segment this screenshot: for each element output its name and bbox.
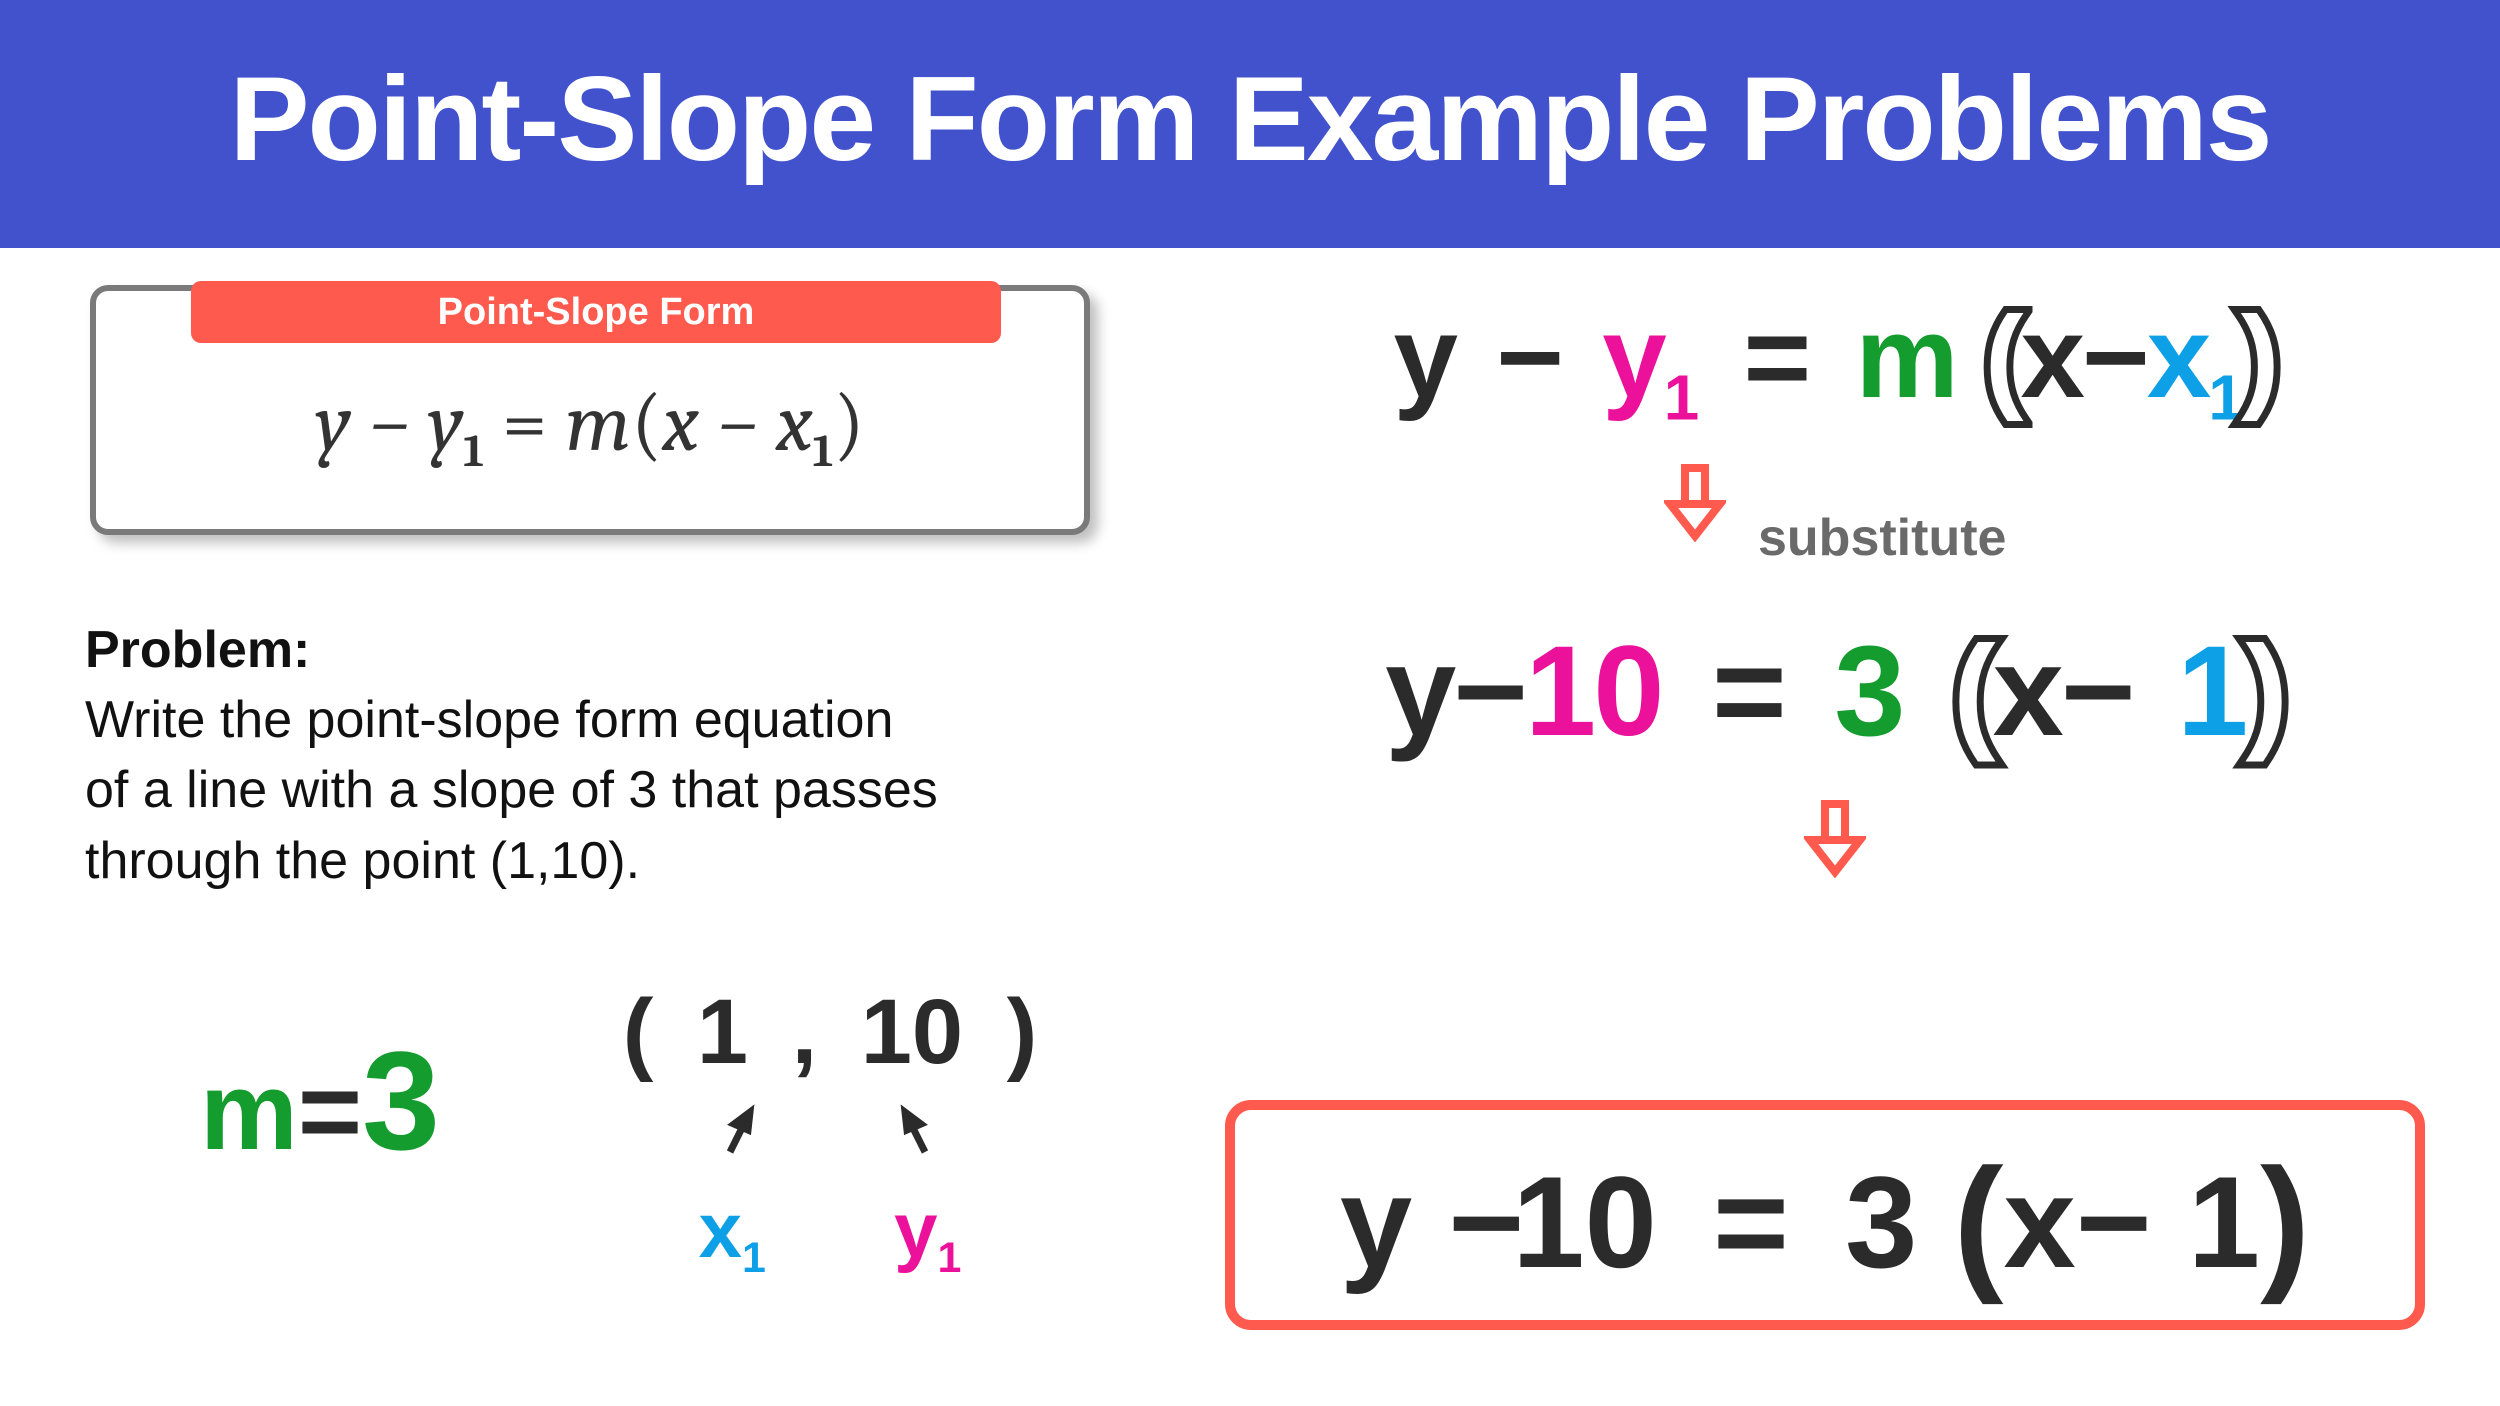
- known-eq: =: [298, 1050, 362, 1173]
- formula-minus: −: [369, 376, 428, 471]
- problem-text: Problem: Write the point-slope form equa…: [85, 615, 1165, 896]
- point-rp: ): [1007, 981, 1038, 1083]
- r1-minus: −: [1484, 292, 1573, 422]
- ans-one: 1: [2188, 1149, 2260, 1295]
- point-arrows: [615, 1079, 1045, 1184]
- ans-ten: 10: [1512, 1149, 1657, 1295]
- r1-lp: (: [1985, 290, 2021, 424]
- formula-lp: (: [631, 376, 662, 471]
- known-slope: m=3: [200, 1020, 440, 1182]
- known-m-value: 3: [362, 1022, 440, 1179]
- point-x: 1: [679, 981, 766, 1083]
- r1-rp: ): [2241, 290, 2277, 424]
- r1-y: y: [1394, 292, 1456, 422]
- known-m-label: m: [200, 1050, 298, 1173]
- problem-label: Problem:: [85, 621, 310, 679]
- point-lp: (: [623, 981, 654, 1083]
- formula-tab: Point-Slope Form: [191, 281, 1001, 343]
- formula-equation: y − y1 = m(x − x1): [96, 376, 1084, 478]
- formula-m: m: [565, 376, 631, 471]
- point-y: 10: [843, 981, 981, 1083]
- r2-minus: −: [1453, 620, 1525, 763]
- ans-y: y: [1340, 1149, 1412, 1295]
- r2-y: y: [1385, 620, 1453, 763]
- derivation-row1: y − y1 = m (x−x1): [1220, 290, 2450, 434]
- label-x1: x1: [647, 1185, 817, 1283]
- r1-x: x: [2021, 292, 2083, 422]
- formula-box: Point-Slope Form y − y1 = m(x − x1): [90, 285, 1090, 535]
- ans-eq: =: [1693, 1149, 1809, 1295]
- label-y1: y1: [843, 1185, 1013, 1283]
- substitute-label: substitute: [1758, 508, 2006, 568]
- page-header: Point-Slope Form Example Problems: [0, 0, 2500, 248]
- derivation: y − y1 = m (x−x1) substitute y−10 =: [1220, 290, 2450, 883]
- r2-eq: =: [1694, 620, 1802, 763]
- ans-three: 3: [1845, 1149, 1917, 1295]
- point-arrows-svg: [615, 1102, 1045, 1162]
- r1-y1: y1: [1602, 292, 1696, 422]
- problem-line1: Write the point-slope form equation: [85, 691, 893, 749]
- r1-m: m: [1856, 292, 1956, 422]
- known-point: ( 1 , 10 ) x1 y1: [615, 980, 1045, 1283]
- r1-x1: x1: [2147, 292, 2241, 422]
- r2-minus2: −: [2061, 620, 2133, 763]
- point-tuple: ( 1 , 10 ): [615, 980, 1045, 1085]
- point-comma: ,: [792, 981, 818, 1083]
- problem-line2: of a line with a slope of 3 that passes: [85, 761, 938, 819]
- formula-y: y: [315, 376, 350, 471]
- r2-x: x: [1993, 620, 2061, 763]
- arrow-substitute: substitute: [1220, 464, 2450, 568]
- derivation-row2: y−10 = 3 (x− 1): [1220, 618, 2450, 765]
- ans-minus2: −: [2076, 1149, 2152, 1295]
- r2-rp: ): [2245, 618, 2285, 765]
- arrow-2: [1220, 800, 2450, 883]
- page-root: Point-Slope Form Example Problems Point-…: [0, 0, 2500, 1406]
- formula-x1: x1: [776, 376, 833, 471]
- point-sublabels: x1 y1: [615, 1174, 1045, 1283]
- formula-minus2: −: [717, 376, 776, 471]
- r1-minus2: −: [2082, 292, 2147, 422]
- ans-minus: −: [1448, 1149, 1512, 1295]
- r2-one: 1: [2177, 620, 2245, 763]
- r2-ten: 10: [1525, 620, 1661, 763]
- arrow-down-icon: [1664, 464, 1726, 542]
- arrow-down-icon: [1804, 800, 1866, 878]
- formula-y1: y1: [428, 376, 484, 471]
- formula-equals: =: [502, 376, 565, 471]
- r1-eq: =: [1726, 292, 1827, 422]
- r2-lp: (: [1953, 618, 1993, 765]
- ans-lp: (: [1954, 1137, 2004, 1305]
- answer-equation: y −10 = 3 (x− 1): [1340, 1129, 2310, 1302]
- ans-rp: ): [2260, 1137, 2310, 1305]
- r2-three: 3: [1834, 620, 1902, 763]
- ans-x: x: [2003, 1149, 2075, 1295]
- problem-line3: through the point (1,10).: [85, 832, 640, 890]
- answer-box: y −10 = 3 (x− 1): [1225, 1100, 2425, 1330]
- formula-rp: ): [833, 376, 864, 471]
- formula-x: x: [662, 376, 699, 471]
